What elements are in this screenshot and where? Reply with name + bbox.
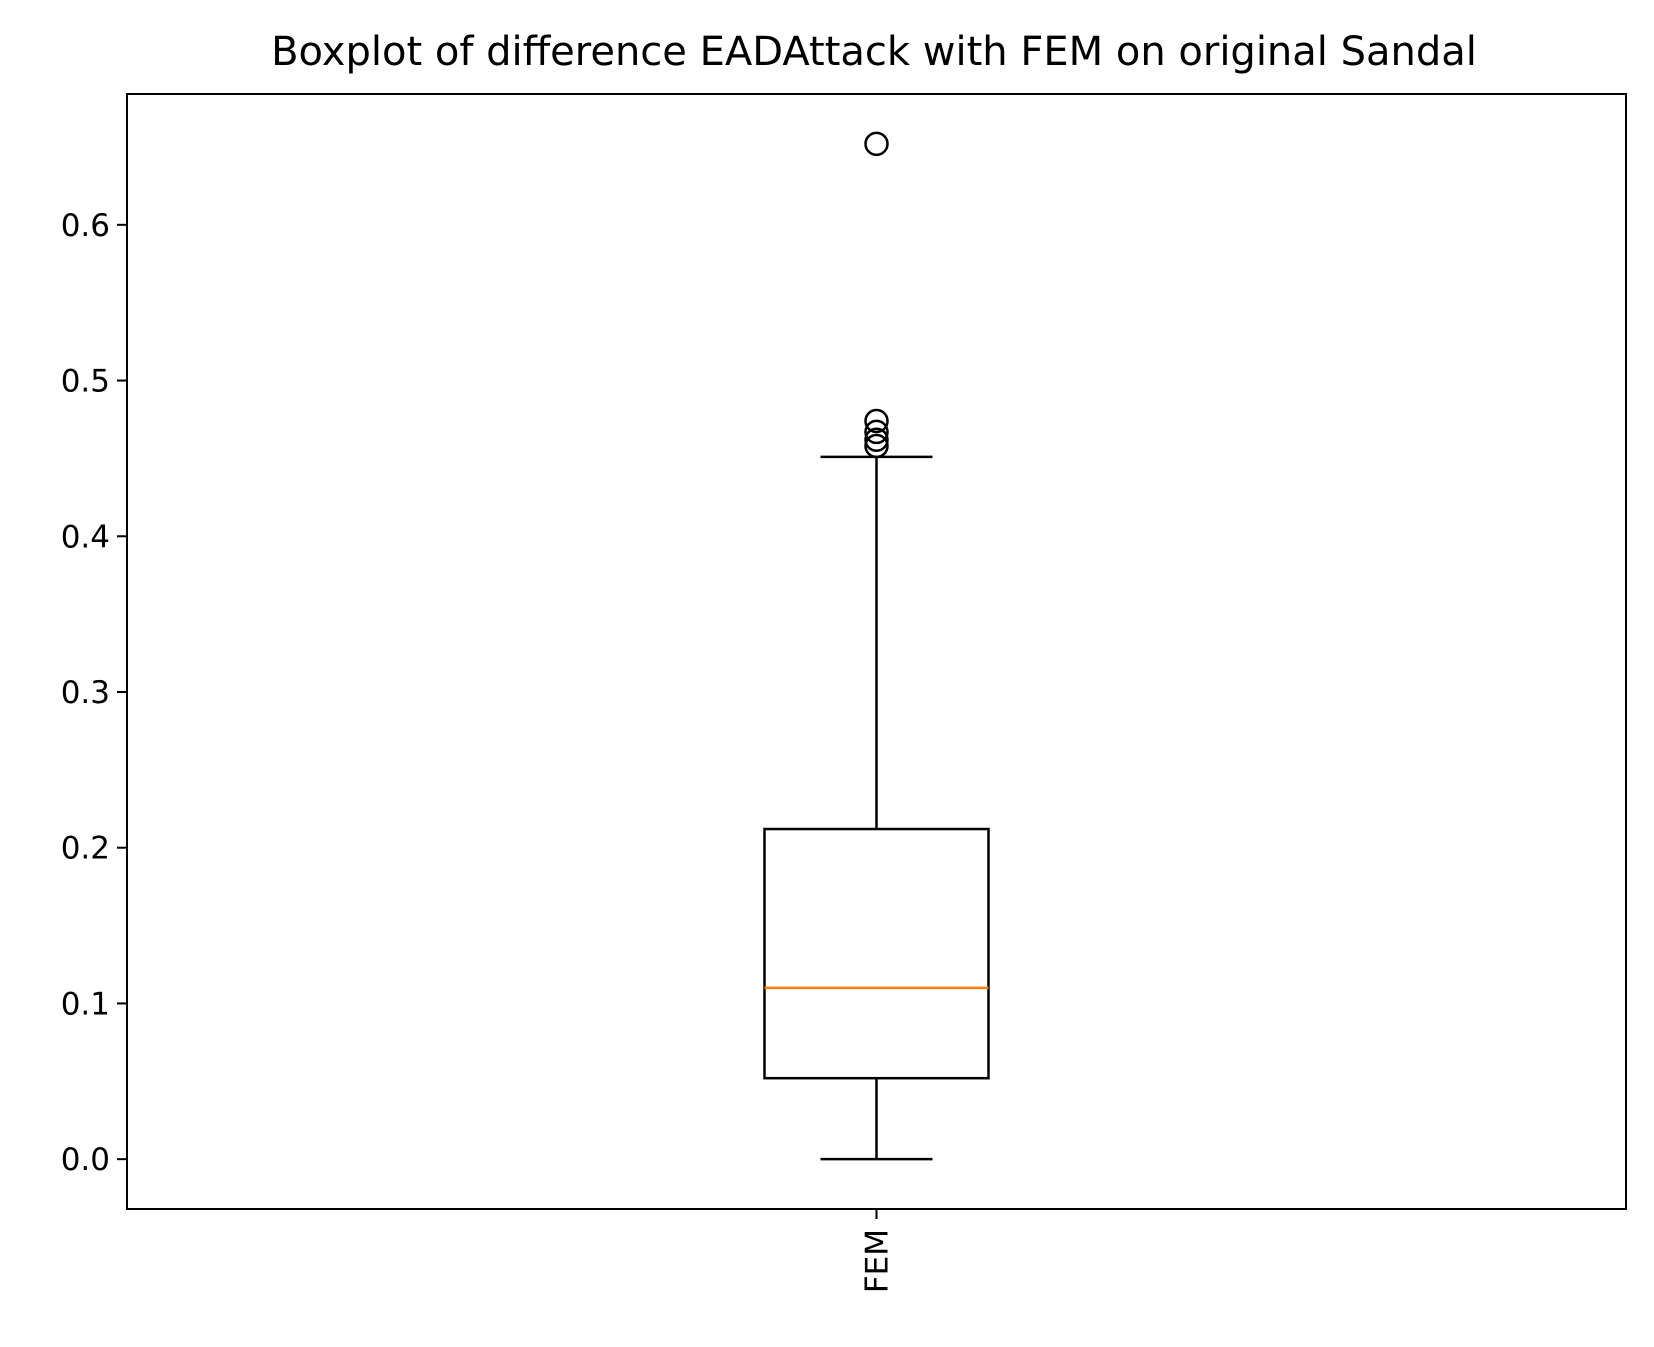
- y-tick-label: 0.4: [61, 519, 110, 555]
- chart-title: Boxplot of difference EADAttack with FEM…: [271, 29, 1477, 75]
- outlier-point: [864, 131, 889, 157]
- outlier-point: [864, 427, 889, 452]
- outlier-point: [864, 419, 889, 445]
- y-tick-label: 0.0: [61, 1142, 110, 1178]
- x-axis: FEM: [860, 1209, 896, 1293]
- x-tick-label: FEM: [860, 1229, 896, 1293]
- outlier-point: [864, 433, 889, 459]
- y-tick-label: 0.3: [61, 675, 110, 711]
- y-axis: 0.0 0.1 0.2 0.3 0.4 0.5 0.6: [61, 208, 127, 1178]
- y-tick-label: 0.6: [61, 208, 110, 244]
- y-tick-label: 0.1: [61, 986, 110, 1022]
- box-series: [763, 131, 990, 1161]
- iqr-box: [763, 827, 990, 1080]
- outlier-point: [864, 408, 889, 434]
- y-tick-label: 0.5: [61, 364, 110, 400]
- y-tick-label: 0.2: [61, 831, 110, 867]
